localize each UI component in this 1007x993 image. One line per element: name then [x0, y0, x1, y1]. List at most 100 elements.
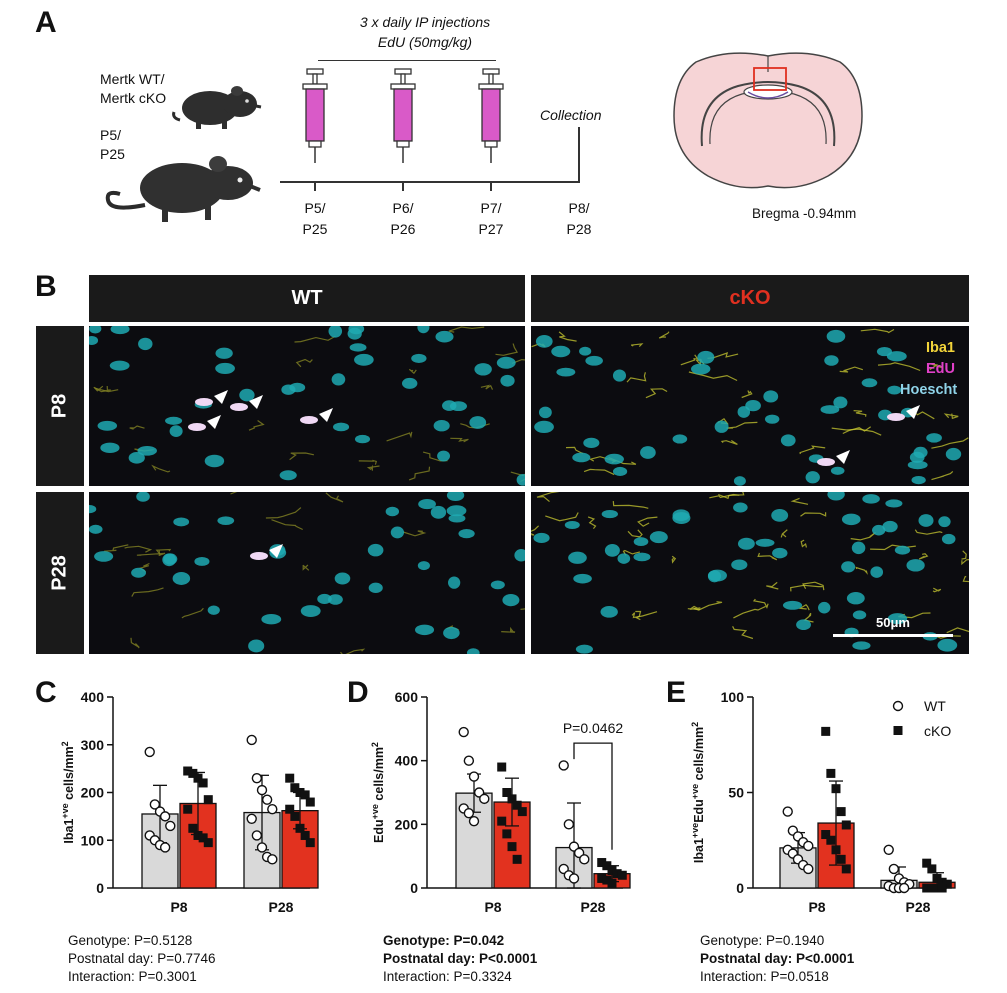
microglia-process [386, 431, 413, 442]
injection-bracket-line [318, 60, 496, 61]
nucleus [872, 524, 886, 536]
data-point-wt [888, 863, 900, 875]
microglia-process [627, 529, 643, 538]
microglia-process [914, 529, 943, 535]
bregma-label: Bregma -0.94mm [752, 206, 857, 221]
panel-label-c: C [35, 676, 57, 709]
nucleus [707, 569, 727, 582]
syringe-icon-3 [478, 68, 504, 163]
data-point-wt [144, 746, 155, 758]
mouse-genotype-label: Mertk WT/ Mertk cKO [100, 70, 166, 108]
panel-label-a: A [35, 6, 57, 39]
nucleus [128, 452, 145, 464]
edu-positive-cell [887, 413, 905, 421]
nucleus [820, 405, 840, 414]
microglia-process [450, 437, 469, 443]
nucleus [165, 416, 183, 425]
y-tick-label: 400 [81, 689, 105, 705]
microglia-process [637, 516, 658, 527]
microglia-process [536, 492, 560, 503]
nucleus [568, 551, 587, 564]
nucleus [826, 329, 846, 343]
nucleus [782, 600, 803, 610]
microglia-process [946, 627, 969, 634]
data-point-cko [602, 861, 612, 871]
data-point-cko [507, 794, 517, 804]
nucleus [672, 434, 688, 444]
stats-c-genotype: Genotype: P=0.5128 [68, 933, 193, 948]
nucleus [573, 573, 592, 584]
microglia-process [800, 512, 827, 517]
data-point-wt [883, 844, 894, 856]
data-point-cko [937, 877, 947, 887]
nucleus [94, 551, 114, 562]
nucleus [764, 414, 780, 424]
microglia-process [408, 466, 431, 481]
stats-e-interaction: Interaction: P=0.0518 [700, 969, 829, 984]
collection-label: Collection [540, 107, 602, 123]
nucleus [496, 356, 516, 369]
nucleus [894, 545, 911, 555]
nucleus [852, 610, 867, 620]
nucleus [367, 543, 384, 557]
microglia-process [626, 372, 647, 383]
nucleus [110, 326, 130, 335]
data-point-cko [922, 858, 932, 868]
microglia-process [780, 529, 788, 538]
data-point-wt [267, 804, 278, 815]
nucleus [385, 506, 400, 517]
y-axis-title: Iba1+ve cells/mm2 [60, 741, 76, 843]
microglia-process [181, 607, 204, 619]
nucleus [368, 582, 383, 594]
microglia-process [726, 421, 758, 429]
data-point-cko [831, 845, 841, 855]
nucleus [862, 494, 880, 504]
microglia-process [860, 328, 895, 334]
nucleus [89, 504, 97, 514]
data-point-wt [267, 854, 278, 865]
micrograph-cko-p8 [531, 326, 969, 486]
chart-e-iba1-edu: 0 50 100 Iba1+veEdu+ve cells/mm2 P8 P28 WT cKO [690, 689, 956, 915]
data-point-cko [836, 807, 846, 817]
microglia-process [520, 608, 525, 610]
nucleus [109, 360, 130, 371]
nucleus [331, 373, 346, 386]
y-tick-label: 600 [395, 689, 419, 705]
nucleus [805, 471, 820, 484]
nucleus [173, 517, 190, 527]
microglia-process [720, 439, 738, 445]
nucleus [885, 499, 903, 508]
data-point-cko [502, 788, 512, 797]
nucleus [458, 528, 475, 539]
microglia-process [798, 604, 810, 611]
microglia-process [155, 548, 172, 556]
y-tick-label: 50 [728, 785, 744, 801]
arrowhead-marker [269, 544, 283, 558]
nucleus [911, 475, 926, 485]
timepoint-2-line2: P26 [390, 221, 416, 237]
nucleus [796, 619, 811, 631]
nucleus [137, 446, 157, 456]
collection-marker [578, 127, 580, 182]
nucleus [945, 447, 962, 461]
nucleus [248, 639, 265, 653]
data-point-cko [922, 883, 932, 893]
nucleus [575, 644, 593, 654]
nucleus [490, 580, 505, 590]
nucleus [446, 505, 467, 517]
x-tick-label: P8 [170, 899, 187, 915]
nucleus [612, 369, 627, 382]
data-point-cko [841, 820, 851, 830]
syringe-icon-1 [302, 68, 328, 163]
data-point-cko [183, 766, 193, 776]
microglia-process [931, 470, 954, 481]
microglia-process [151, 464, 171, 473]
data-point-wt [568, 873, 580, 884]
data-point-wt [246, 734, 257, 746]
channel-legend: Iba1 EdU Hoescht [900, 338, 957, 401]
microglia-process [294, 335, 336, 343]
panel-label-d: D [347, 676, 369, 709]
chart-c-iba1: 0 100 200 300 400 Iba1+ve cells/mm2 P8 P28 [60, 689, 319, 915]
nucleus [333, 422, 350, 432]
nucleus [640, 446, 656, 459]
